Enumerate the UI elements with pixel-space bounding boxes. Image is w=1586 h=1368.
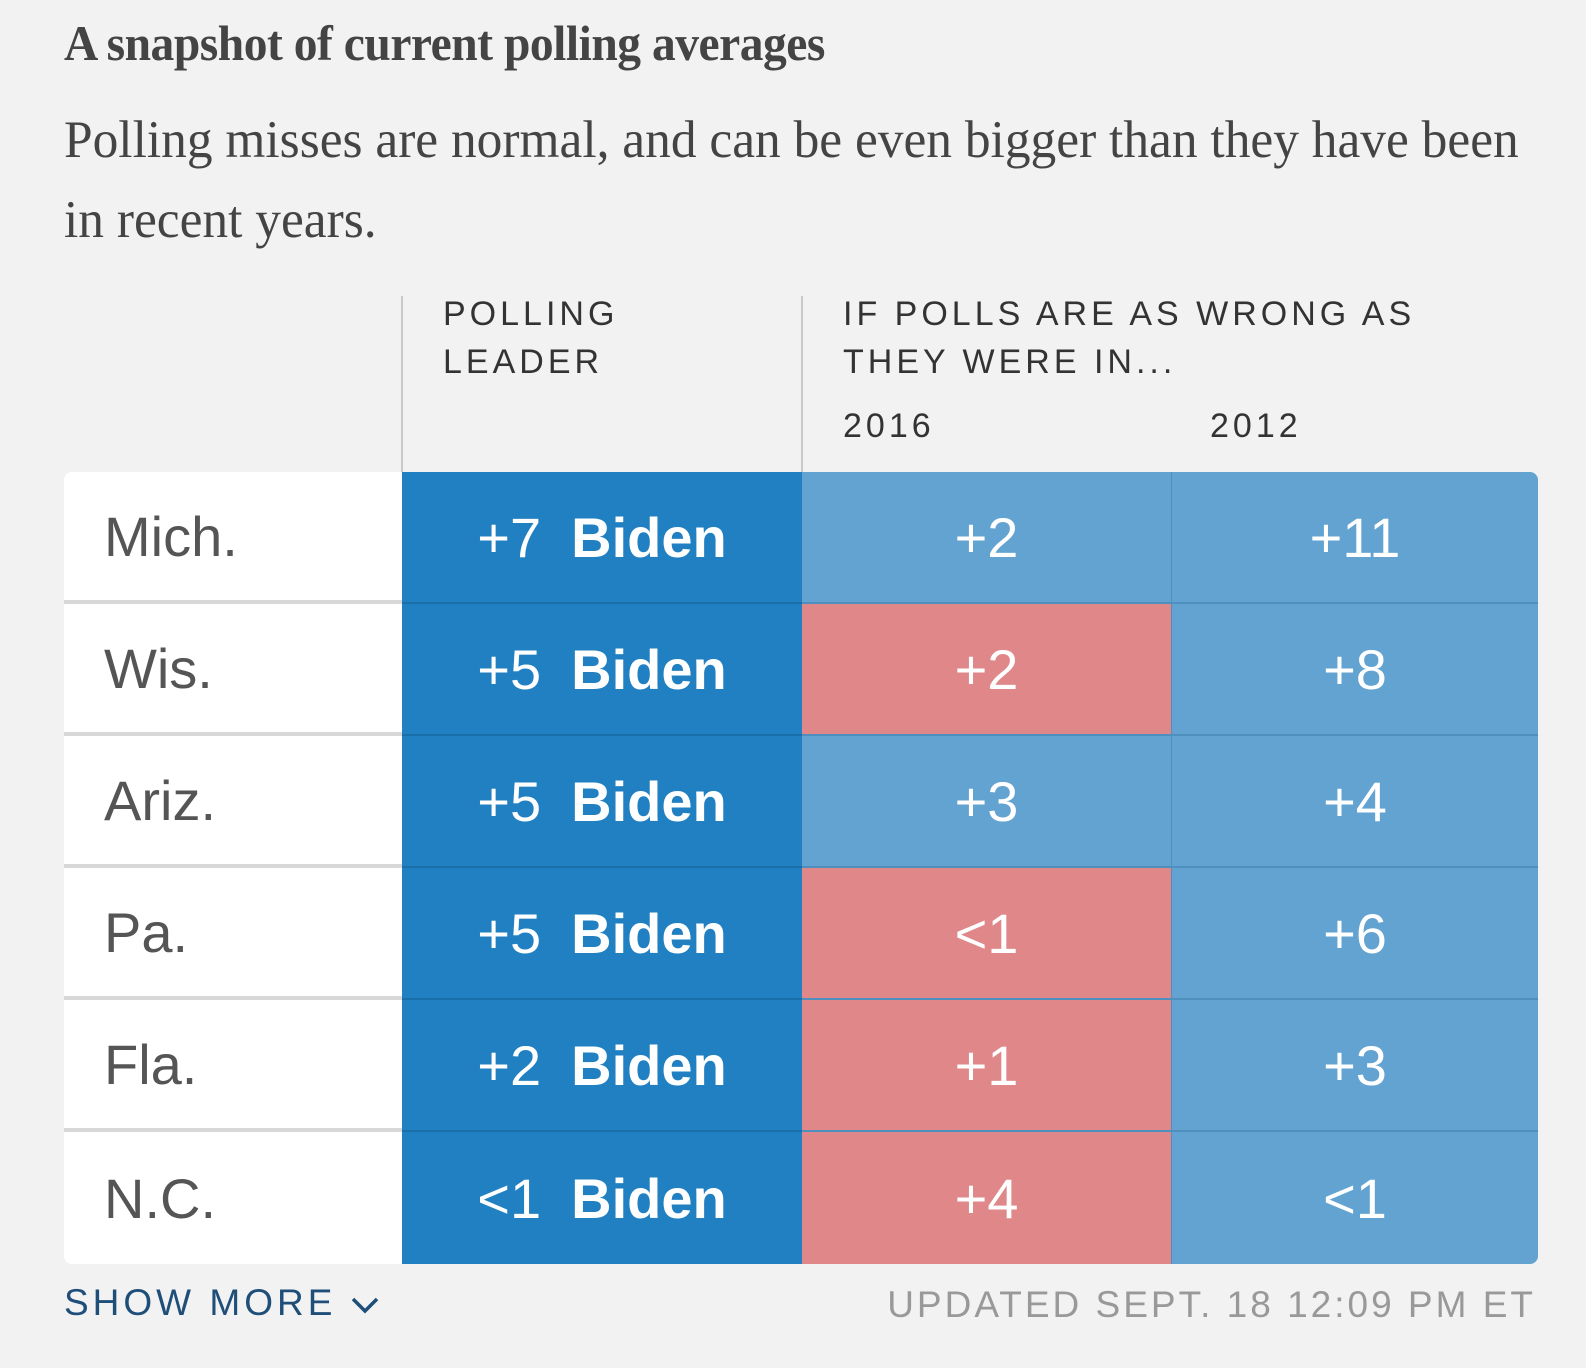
column-header-line: IF POLLS ARE AS WRONG AS bbox=[843, 295, 1416, 333]
table-row: Fla. +2 Biden +1 +3 bbox=[64, 1000, 1538, 1132]
leader-name: Biden bbox=[571, 1166, 727, 1230]
column-header-line: LEADER bbox=[443, 343, 604, 381]
state-name: Ariz. bbox=[64, 736, 402, 868]
leader-margin: +7 bbox=[477, 505, 542, 569]
show-more-button[interactable]: SHOW MORE bbox=[64, 1282, 380, 1324]
polling-leader-cell: <1 Biden bbox=[402, 1132, 802, 1264]
column-header-2016: 2016 bbox=[843, 407, 935, 445]
polling-leader-cell: +7 Biden bbox=[402, 472, 802, 604]
state-name: N.C. bbox=[64, 1132, 402, 1264]
column-header-2012: 2012 bbox=[1210, 407, 1302, 445]
polling-leader-cell: +5 Biden bbox=[402, 868, 802, 1000]
if-2012-cell: +3 bbox=[1172, 1000, 1538, 1132]
column-header-if-wrong: IF POLLS ARE AS WRONG AS THEY WERE IN... bbox=[843, 290, 1415, 386]
if-2012-cell: +8 bbox=[1172, 604, 1538, 736]
polling-leader-cell: +5 Biden bbox=[402, 604, 802, 736]
polling-leader-cell: +2 Biden bbox=[402, 1000, 802, 1132]
polling-leader-cell: +5 Biden bbox=[402, 736, 802, 868]
if-2016-cell: +1 bbox=[802, 1000, 1172, 1132]
table-row: Ariz. +5 Biden +3 +4 bbox=[64, 736, 1538, 868]
leader-name: Biden bbox=[571, 637, 727, 701]
leader-margin: +5 bbox=[477, 769, 542, 833]
state-name: Fla. bbox=[64, 1000, 402, 1132]
leader-name: Biden bbox=[571, 1033, 727, 1097]
column-header-line: POLLING bbox=[443, 295, 619, 333]
polling-table: Mich. +7 Biden +2 +11 Wis. +5 Biden +2 +8 Ariz. +5 B… bbox=[64, 472, 1538, 1264]
chart-subtitle: Polling misses are normal, and can be ev… bbox=[64, 111, 1519, 249]
leader-name: Biden bbox=[571, 505, 727, 569]
table-row: Wis. +5 Biden +2 +8 bbox=[64, 604, 1538, 736]
leader-margin: +5 bbox=[477, 901, 542, 965]
header-divider-miss bbox=[801, 296, 803, 472]
if-2012-cell: <1 bbox=[1172, 1132, 1538, 1264]
if-2016-cell: +2 bbox=[802, 604, 1172, 736]
if-2012-cell: +11 bbox=[1172, 472, 1538, 604]
table-row: Pa. +5 Biden <1 +6 bbox=[64, 868, 1538, 1000]
header-divider-leader bbox=[401, 296, 403, 472]
if-2016-cell: +4 bbox=[802, 1132, 1172, 1264]
if-2012-cell: +4 bbox=[1172, 736, 1538, 868]
chevron-down-icon bbox=[350, 1282, 380, 1324]
if-2012-cell: +6 bbox=[1172, 868, 1538, 1000]
leader-name: Biden bbox=[571, 769, 727, 833]
show-more-label: SHOW MORE bbox=[64, 1282, 337, 1323]
if-2016-cell: <1 bbox=[802, 868, 1172, 1000]
if-2016-cell: +3 bbox=[802, 736, 1172, 868]
state-name: Mich. bbox=[64, 472, 402, 604]
table-row: N.C. <1 Biden +4 <1 bbox=[64, 1132, 1538, 1264]
chart-title: A snapshot of current polling averages bbox=[64, 15, 825, 71]
state-name: Pa. bbox=[64, 868, 402, 1000]
column-header-line: THEY WERE IN... bbox=[843, 343, 1177, 381]
leader-name: Biden bbox=[571, 901, 727, 965]
leader-margin: +5 bbox=[477, 637, 542, 701]
leader-margin: <1 bbox=[477, 1166, 542, 1230]
if-2016-cell: +2 bbox=[802, 472, 1172, 604]
table-row: Mich. +7 Biden +2 +11 bbox=[64, 472, 1538, 604]
leader-margin: +2 bbox=[477, 1033, 542, 1097]
column-header-polling-leader: POLLING LEADER bbox=[443, 290, 618, 386]
state-name: Wis. bbox=[64, 604, 402, 736]
updated-timestamp: UPDATED SEPT. 18 12:09 PM ET bbox=[887, 1284, 1536, 1325]
